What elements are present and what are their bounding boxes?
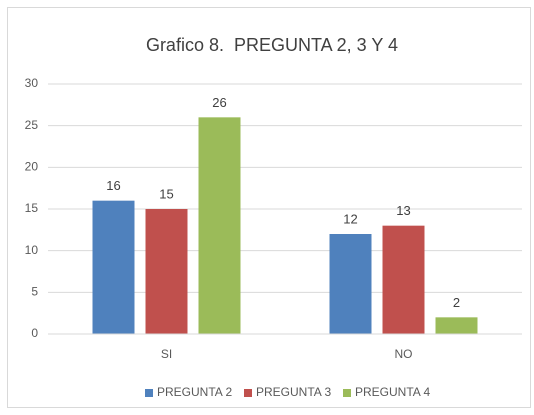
bar	[382, 225, 425, 334]
y-tick-label: 30	[25, 76, 39, 90]
data-label: 26	[212, 95, 226, 110]
bar	[198, 117, 241, 334]
legend-swatch	[343, 389, 351, 397]
bar	[329, 234, 372, 334]
data-label: 2	[453, 295, 460, 310]
y-tick-label: 5	[31, 285, 38, 299]
chart-frame	[7, 7, 531, 408]
data-label: 16	[106, 178, 120, 193]
x-tick-label: SI	[161, 347, 172, 361]
legend-swatch	[145, 389, 153, 397]
legend-swatch	[244, 389, 252, 397]
y-tick-label: 15	[25, 201, 39, 215]
y-tick-label: 25	[25, 118, 39, 132]
legend-label: PREGUNTA 3	[256, 385, 331, 399]
legend-label: PREGUNTA 4	[355, 385, 430, 399]
data-label: 12	[343, 211, 357, 226]
data-label: 15	[159, 186, 173, 201]
y-tick-label: 0	[31, 326, 38, 340]
data-label: 13	[396, 203, 410, 218]
bar	[435, 317, 478, 334]
bar	[145, 209, 188, 334]
chart-title: Grafico 8. PREGUNTA 2, 3 Y 4	[146, 35, 398, 55]
bar	[92, 200, 135, 334]
legend-label: PREGUNTA 2	[157, 385, 232, 399]
x-tick-label: NO	[395, 347, 413, 361]
y-tick-label: 20	[25, 160, 39, 174]
y-tick-label: 10	[25, 243, 39, 257]
